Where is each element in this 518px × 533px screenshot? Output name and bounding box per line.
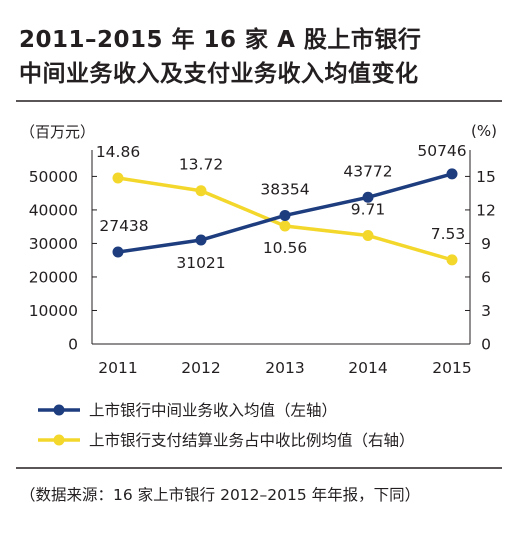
- series-1-point: [279, 209, 291, 221]
- right-axis-tick-label: 3: [481, 302, 491, 320]
- series-1-point: [195, 234, 207, 246]
- left-axis-unit-label: （百万元）: [20, 123, 95, 141]
- chart-title-line-2: 中间业务收入及支付业务收入均值变化: [19, 61, 419, 87]
- x-axis-tick-label: 2012: [181, 359, 220, 377]
- series-1-data-label: 27438: [99, 217, 148, 235]
- series-1-point: [362, 191, 374, 203]
- left-axis-tick-label: 40000: [29, 201, 78, 219]
- x-axis-tick-label: 2014: [348, 359, 387, 377]
- series-1-data-label: 31021: [176, 254, 225, 272]
- series-2-data-label: 14.86: [96, 143, 140, 161]
- left-axis-tick-label: 30000: [29, 235, 78, 253]
- right-axis-tick-label: 0: [481, 336, 491, 354]
- series-2-point: [446, 254, 458, 266]
- legend-swatch-marker: [53, 434, 65, 446]
- x-axis-tick-label: 2013: [265, 359, 304, 377]
- series-2-data-label: 10.56: [263, 239, 307, 257]
- left-axis-tick-label: 50000: [29, 168, 78, 186]
- series-2-point: [279, 220, 291, 232]
- source-footnote: （数据来源：16 家上市银行 2012–2015 年年报，下同）: [20, 486, 421, 504]
- series-1-data-label: 43772: [343, 162, 392, 180]
- series-2-data-label: 9.71: [351, 201, 386, 219]
- series-2-point: [362, 230, 374, 242]
- left-axis-tick-label: 20000: [29, 268, 78, 286]
- left-axis-tick-label: 0: [68, 336, 78, 354]
- right-axis-unit-label: (%): [471, 122, 497, 140]
- x-axis-tick-label: 2015: [432, 359, 471, 377]
- series-2-data-label: 13.72: [179, 156, 223, 174]
- series-2-point: [195, 185, 207, 197]
- series-2-data-label: 7.53: [431, 225, 466, 243]
- right-axis-tick-label: 9: [481, 235, 491, 253]
- legend-swatch-marker: [53, 404, 65, 416]
- legend-label: 上市银行中间业务收入均值（左轴）: [89, 402, 337, 420]
- legend-label: 上市银行支付结算业务占中收比例均值（右轴）: [89, 431, 415, 450]
- right-axis-tick-label: 15: [476, 168, 496, 186]
- right-axis-tick-label: 12: [476, 201, 496, 219]
- x-axis-tick-label: 2011: [98, 359, 137, 377]
- series-1-point: [112, 246, 124, 258]
- series-1-data-label: 38354: [260, 180, 309, 198]
- series-1-point: [446, 168, 458, 180]
- left-axis-tick-label: 10000: [29, 302, 78, 320]
- right-axis-tick-label: 6: [481, 268, 491, 286]
- chart-title-line-1: 2011–2015 年 16 家 A 股上市银行: [19, 27, 422, 53]
- series-2-point: [112, 172, 124, 184]
- series-1-data-label: 50746: [417, 142, 466, 160]
